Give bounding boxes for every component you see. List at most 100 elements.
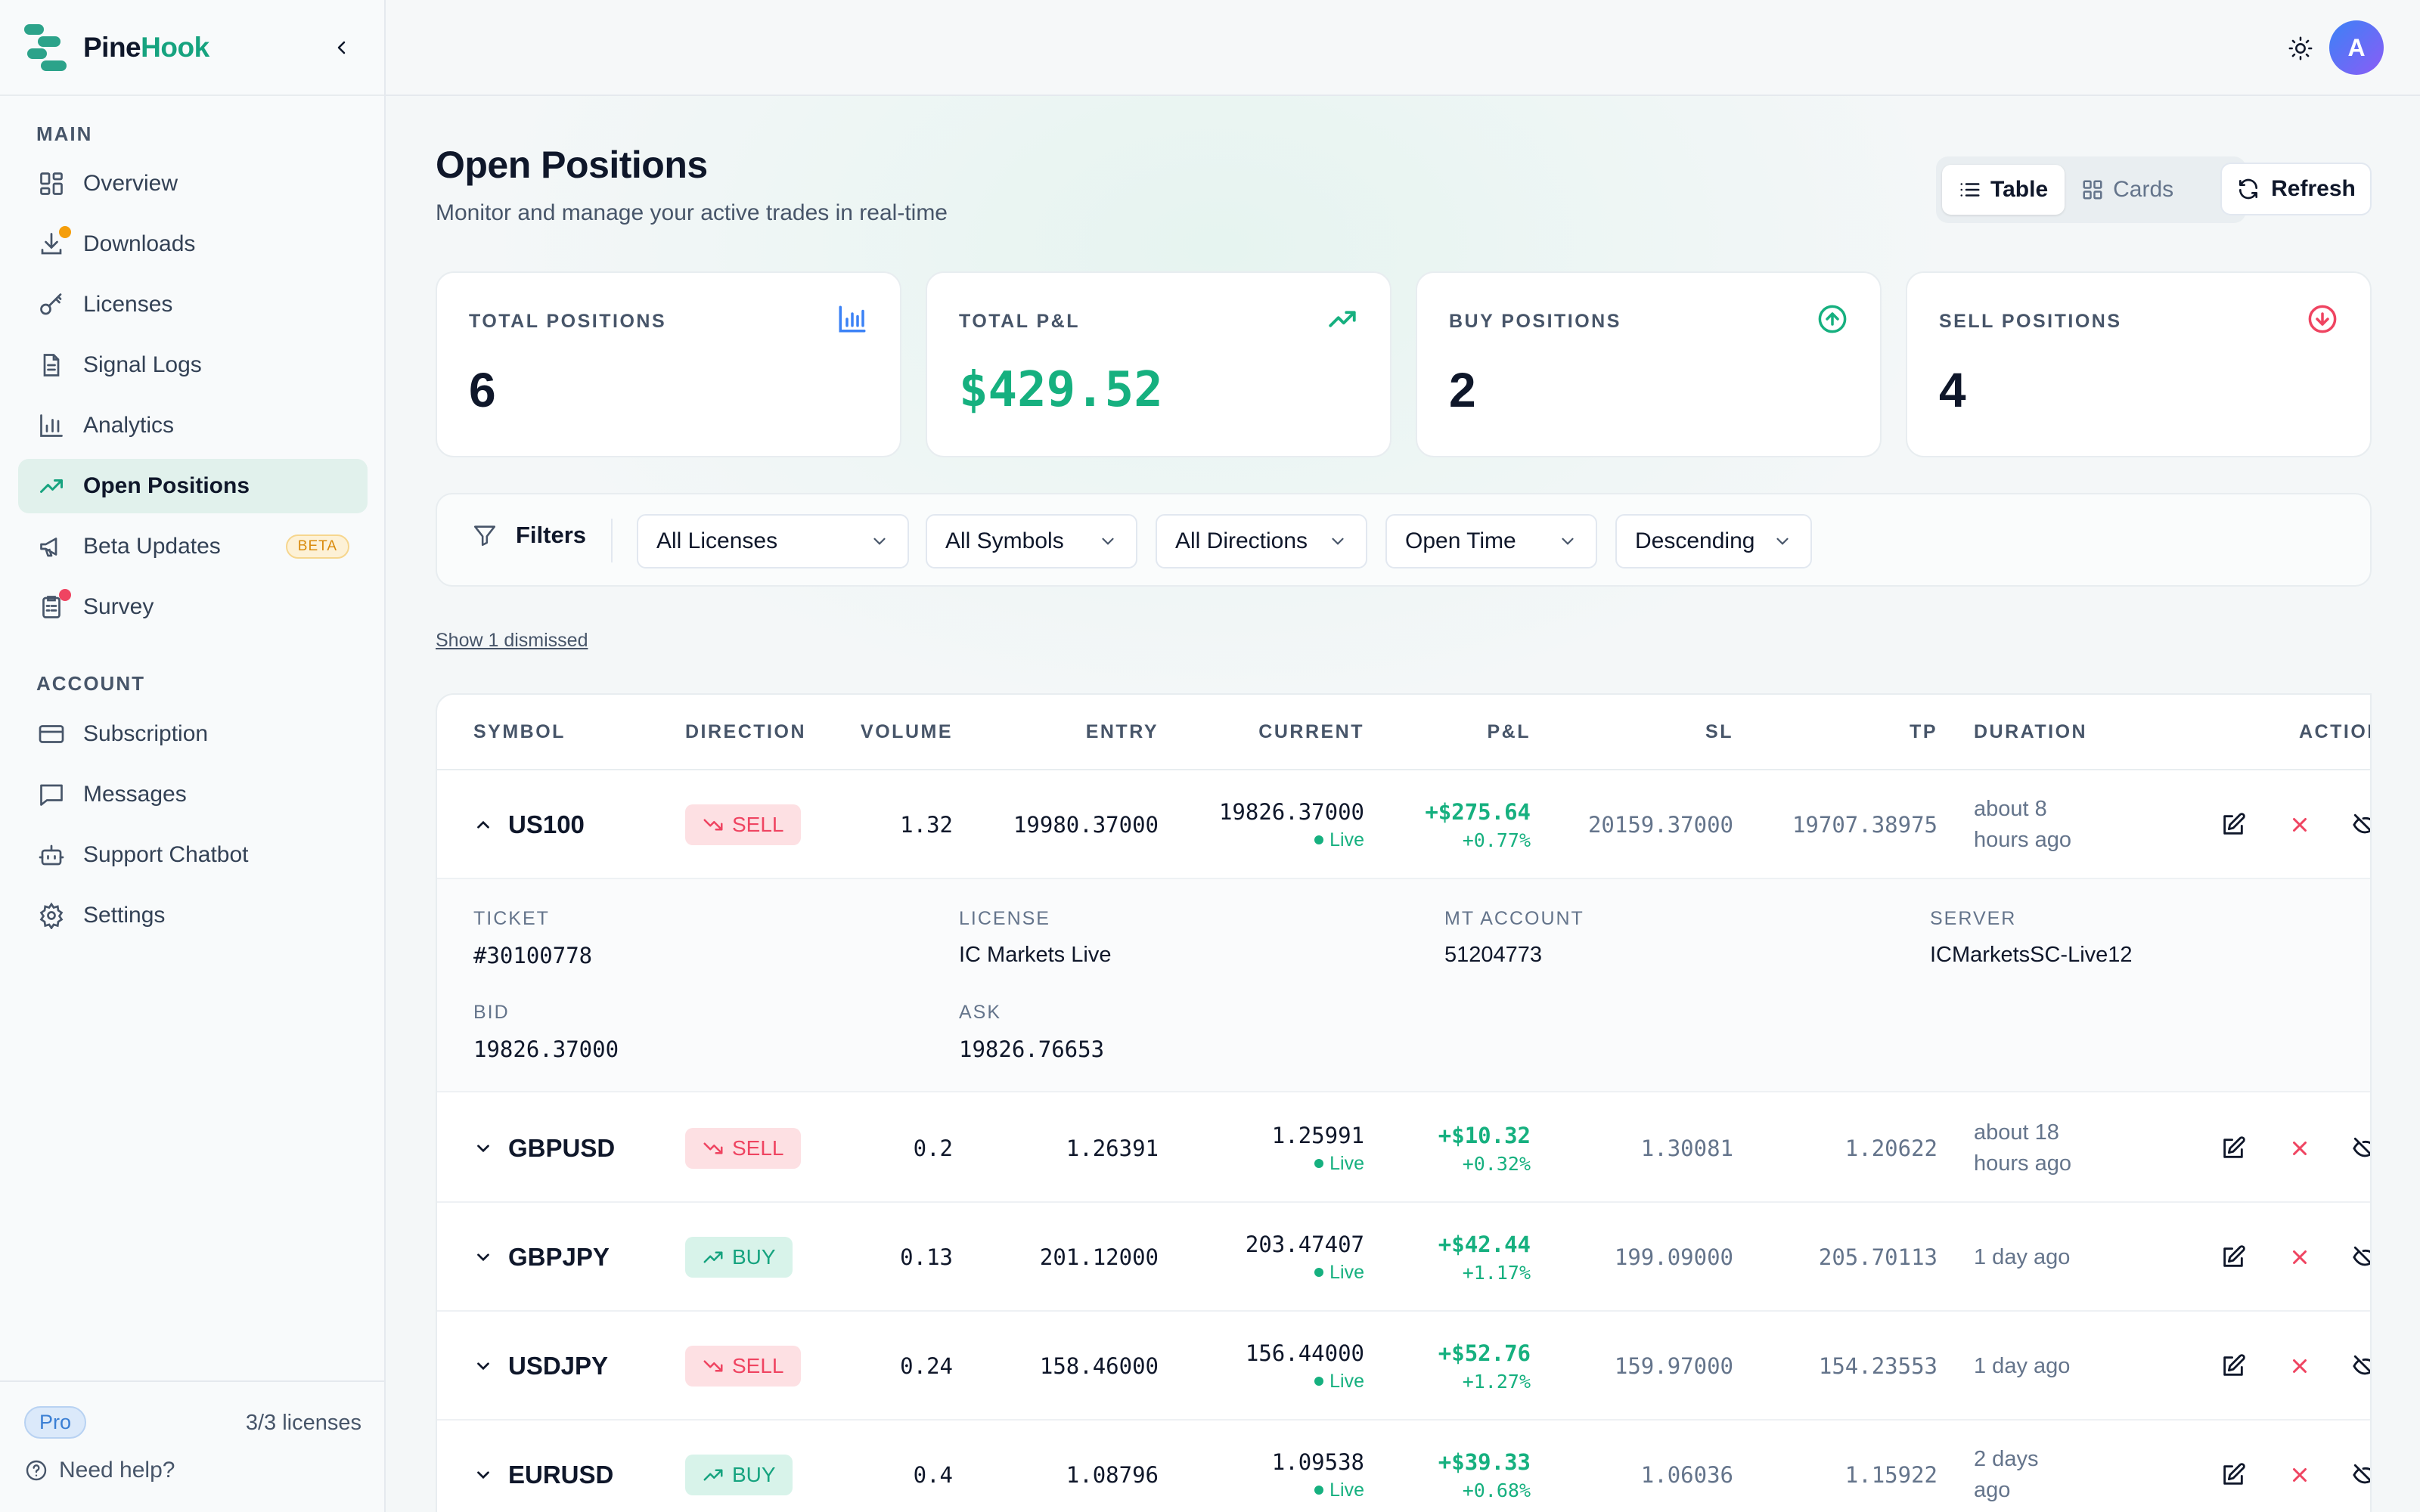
duration-line: 1 day ago [1974, 1244, 2071, 1269]
header-pnl[interactable]: P&L [1487, 720, 1531, 742]
theme-toggle-button[interactable] [2282, 30, 2319, 67]
header-duration[interactable]: DURATION [1974, 720, 2088, 742]
sidebar-item-analytics[interactable]: Analytics [18, 398, 368, 453]
dismiss-button[interactable] [2347, 1131, 2370, 1166]
edit-button[interactable] [2216, 1349, 2251, 1383]
take-profit: 154.23553 [1818, 1353, 1938, 1379]
volume: 0.2 [913, 1136, 953, 1161]
edit-icon [2223, 1136, 2245, 1158]
entry-price: 158.46000 [1039, 1353, 1159, 1379]
stat-label: SELL POSITIONS [1939, 311, 2122, 332]
collapse-sidebar-button[interactable] [324, 29, 360, 66]
header-entry[interactable]: ENTRY [1085, 720, 1159, 742]
close-position-button[interactable] [2282, 1349, 2317, 1383]
sidebar-item-signal-logs[interactable]: Signal Logs [18, 338, 368, 392]
direction-label: SELL [732, 813, 784, 836]
take-profit: 19707.38975 [1792, 812, 1938, 838]
bot-icon [36, 840, 67, 870]
symbol-select[interactable]: All Symbols [926, 514, 1137, 569]
chevron-up-icon[interactable] [473, 815, 493, 835]
dismiss-button[interactable] [2347, 807, 2370, 842]
header-direction[interactable]: DIRECTION [685, 720, 806, 742]
table-row[interactable]: GBPUSD SELL 0.2 1.26391 1.25991 Live +$10… [437, 1094, 2370, 1203]
filters-toggle[interactable]: Filters [472, 522, 586, 549]
sidebar-item-support-chatbot[interactable]: Support Chatbot [18, 828, 368, 882]
stat-label: TOTAL P&L [959, 311, 1080, 332]
grid-icon [36, 169, 67, 199]
license-select-value: All Licenses [656, 528, 778, 553]
file-text-icon [36, 350, 67, 380]
current-price: 203.47407 [1245, 1231, 1364, 1257]
entry-price: 1.08796 [1066, 1462, 1159, 1488]
chevron-down-icon[interactable] [473, 1465, 493, 1485]
edit-button[interactable] [2216, 1131, 2251, 1166]
chevron-down-icon[interactable] [473, 1139, 493, 1158]
stat-card-sell-positions: SELL POSITIONS 4 [1906, 271, 2372, 457]
sidebar-item-beta-updates[interactable]: Beta Updates BETA [18, 519, 368, 574]
sort-by-select-value: Open Time [1405, 528, 1516, 553]
header-volume[interactable]: VOLUME [861, 720, 953, 742]
close-position-button[interactable] [2282, 1458, 2317, 1492]
stat-value: 6 [469, 363, 496, 417]
chevron-down-icon[interactable] [473, 1247, 493, 1267]
nav-section-account: ACCOUNT [36, 672, 145, 695]
edit-button[interactable] [2216, 1458, 2251, 1492]
page-title: Open Positions [436, 144, 708, 186]
stop-loss: 159.97000 [1614, 1353, 1733, 1379]
header-sl[interactable]: SL [1705, 720, 1733, 742]
direction-select[interactable]: All Directions [1156, 514, 1367, 569]
stat-value: 4 [1939, 363, 1966, 417]
sidebar-footer: Pro 3/3 licenses Need help? [0, 1380, 386, 1512]
sidebar-item-downloads[interactable]: Downloads [18, 217, 368, 271]
stat-card-total-positions: TOTAL POSITIONS 6 [436, 271, 901, 457]
header-current[interactable]: CURRENT [1258, 720, 1364, 742]
sidebar-item-messages[interactable]: Messages [18, 767, 368, 822]
edit-button[interactable] [2216, 1240, 2251, 1275]
sidebar-item-open-positions[interactable]: Open Positions [18, 459, 368, 513]
stop-loss: 1.30081 [1640, 1136, 1733, 1161]
take-profit: 205.70113 [1818, 1244, 1938, 1270]
refresh-button[interactable]: Refresh [2220, 163, 2372, 215]
trending-down-icon [703, 1360, 723, 1372]
table-row[interactable]: US100 SELL 1.32 19980.37000 19826.37000 L… [437, 770, 2370, 879]
sidebar-item-label: Licenses [83, 292, 173, 317]
table-row[interactable]: USDJPY SELL 0.24 158.46000 156.44000 Live… [437, 1312, 2370, 1421]
current-price: 1.25991 [1271, 1122, 1364, 1148]
sidebar-item-survey[interactable]: Survey [18, 580, 368, 634]
table-row[interactable]: GBPJPY BUY 0.13 201.12000 203.47407 Live … [437, 1203, 2370, 1312]
brand-name-accent: Hook [141, 31, 209, 63]
close-position-button[interactable] [2282, 1131, 2317, 1166]
show-dismissed-link[interactable]: Show 1 dismissed [436, 630, 588, 651]
main-content: Open Positions Monitor and manage your a… [386, 96, 2420, 1512]
license-select[interactable]: All Licenses [637, 514, 909, 569]
cards-view-button[interactable]: Cards [2065, 165, 2190, 215]
dismiss-button[interactable] [2347, 1240, 2370, 1275]
sort-order-select[interactable]: Descending [1615, 514, 1812, 569]
edit-button[interactable] [2216, 807, 2251, 842]
sidebar-item-licenses[interactable]: Licenses [18, 277, 368, 332]
table-row[interactable]: EURUSD BUY 0.4 1.08796 1.09538 Live +$39.… [437, 1421, 2370, 1512]
avatar[interactable]: A [2329, 20, 2384, 75]
header-symbol[interactable]: SYMBOL [473, 720, 566, 742]
duration-line: about 8 [1974, 797, 2047, 822]
header-divider [437, 769, 2370, 770]
chevron-down-icon [1776, 538, 1789, 545]
header-tp[interactable]: TP [1910, 720, 1938, 742]
chevron-down-icon[interactable] [473, 1356, 493, 1376]
volume: 0.13 [900, 1244, 953, 1270]
direction-badge: SELL [685, 1346, 801, 1387]
sidebar-item-subscription[interactable]: Subscription [18, 707, 368, 761]
sidebar-item-overview[interactable]: Overview [18, 156, 368, 211]
help-link[interactable]: Need help? [24, 1458, 175, 1483]
sidebar-item-settings[interactable]: Settings [18, 888, 368, 943]
table-view-button[interactable]: Table [1942, 165, 2065, 215]
close-position-button[interactable] [2282, 1240, 2317, 1275]
direction-cell: SELL [685, 1094, 801, 1203]
symbol-cell: GBPJPY [473, 1203, 610, 1312]
sort-by-select[interactable]: Open Time [1385, 514, 1597, 569]
close-position-button[interactable] [2282, 807, 2317, 842]
volume: 1.32 [900, 812, 953, 838]
dismiss-button[interactable] [2347, 1349, 2370, 1383]
dismiss-button[interactable] [2347, 1458, 2370, 1492]
duration-line: 1 day ago [1974, 1353, 2071, 1378]
